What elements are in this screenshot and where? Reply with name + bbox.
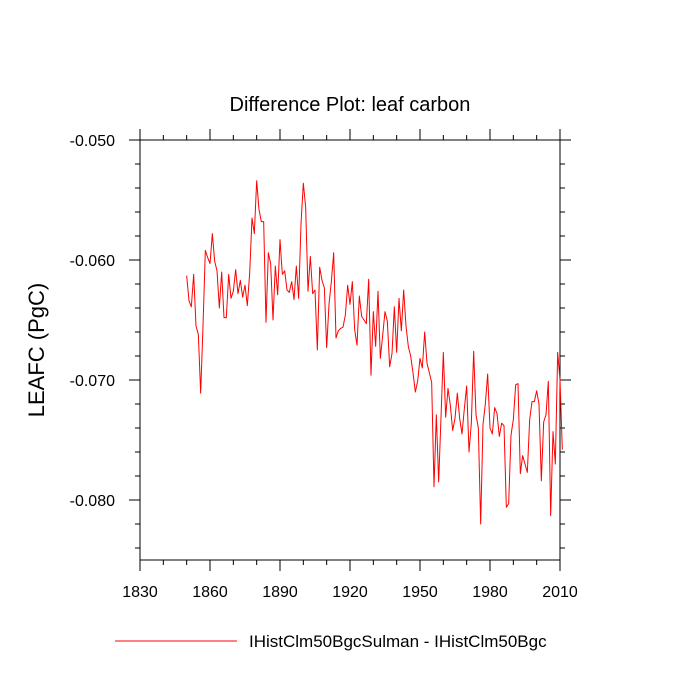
x-tick-label: 1890 [262, 584, 298, 601]
axis-ticks [129, 129, 571, 571]
x-tick-labels: 1830 1860 1890 1920 1950 1980 2010 [122, 584, 578, 601]
y-axis-label: LEAFC (PgC) [24, 283, 49, 417]
x-tick-label: 1830 [122, 584, 158, 601]
chart-title: Difference Plot: leaf carbon [230, 94, 471, 116]
x-tick-label: 1950 [402, 584, 438, 601]
x-tick-label: 2010 [542, 584, 578, 601]
x-tick-label: 1980 [472, 584, 508, 601]
y-tick-label: -0.070 [70, 373, 115, 390]
y-tick-label: -0.060 [70, 253, 115, 270]
plot-frame [139, 139, 561, 561]
series-line [186, 180, 563, 525]
x-tick-label: 1860 [192, 584, 228, 601]
y-tick-label: -0.050 [70, 133, 115, 150]
x-tick-label: 1920 [332, 584, 368, 601]
y-tick-label: -0.080 [70, 493, 115, 510]
y-tick-labels: -0.050 -0.060 -0.070 -0.080 [70, 133, 115, 510]
legend-label: IHistClm50BgcSulman - IHistClm50Bgc [249, 632, 547, 651]
